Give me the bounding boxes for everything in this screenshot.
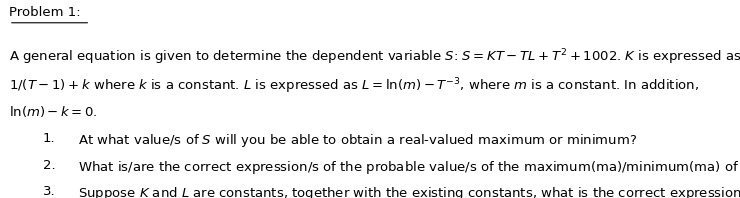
Text: $1/(T - 1) + k$ where $k$ is a constant. $L$ is expressed as $L = \ln(m) - T^{-3: $1/(T - 1) + k$ where $k$ is a constant.… xyxy=(9,76,699,96)
Text: 3.: 3. xyxy=(43,185,56,198)
Text: $\ln(m) - k = 0$.: $\ln(m) - k = 0$. xyxy=(9,104,98,119)
Text: Problem 1:: Problem 1: xyxy=(9,6,81,19)
Text: 2.: 2. xyxy=(43,159,56,172)
Text: 1.: 1. xyxy=(43,132,56,145)
Text: What is/are the correct expression/s of the probable value/s of the maximum(ma)/: What is/are the correct expression/s of … xyxy=(78,159,740,176)
Text: Suppose $K$ and $L$ are constants, together with the existing constants, what is: Suppose $K$ and $L$ are constants, toget… xyxy=(78,185,740,198)
Text: At what value/s of $S$ will you be able to obtain a real-valued maximum or minim: At what value/s of $S$ will you be able … xyxy=(78,132,637,149)
Text: A general equation is given to determine the dependent variable $S$: $S = KT - T: A general equation is given to determine… xyxy=(9,48,740,67)
